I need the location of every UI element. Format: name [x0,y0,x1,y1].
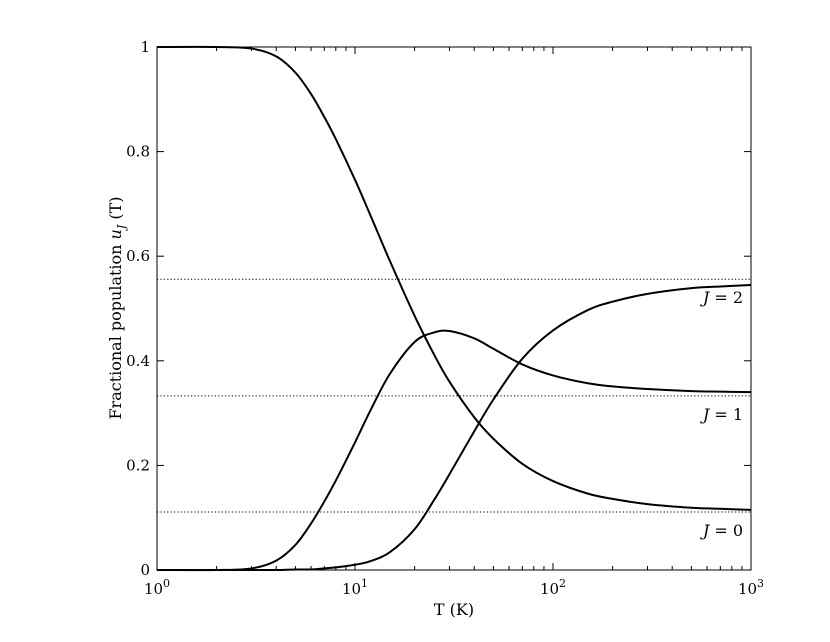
x-tick-label-base: 10 [342,580,361,598]
data-curves [156,45,752,572]
y-axis-label-subscript: J [115,224,128,231]
series-line-j2 [157,283,752,572]
y-tick-label: 0.8 [126,143,150,161]
series-line-j0 [156,45,752,511]
y-tick-label: 0.4 [126,352,150,370]
series-label-j1: J = 1 [700,405,743,424]
series-label-j0: J = 0 [700,521,743,540]
x-tick-label: 101 [342,577,368,598]
y-axis-label-text: Fractional population [106,239,125,419]
y-tick-label: 0.6 [126,247,150,265]
x-tick-label-exponent: 2 [559,577,566,590]
x-tick-label-base: 10 [540,580,559,598]
x-tick-label-exponent: 1 [361,577,368,590]
x-tick-labels: 100 101 102 103 [144,577,764,598]
y-tick-label: 1 [140,38,150,56]
y-axis-label-symbol: u [106,229,125,239]
series-label-value: = 2 [709,288,743,307]
y-axis-label: Fractional population uJ (T) [106,196,128,419]
y-tick-labels: 0 0.2 0.4 0.6 0.8 1 [126,38,150,579]
x-tick-label-exponent: 0 [163,577,170,590]
series-label-variable: J [700,288,711,307]
y-tick-label: 0 [140,561,150,579]
x-tick-label: 100 [144,577,170,598]
series-label-value: = 1 [709,405,743,424]
x-axis-label: T (K) [434,600,474,619]
reference-lines [157,278,751,513]
series-label-value: = 0 [709,521,743,540]
series-label-variable: J [700,521,711,540]
plot-frame [156,46,752,571]
x-tick-label-exponent: 3 [757,577,764,590]
x-tick-label: 102 [540,577,566,598]
y-tick-label: 0.2 [126,456,150,474]
series-labels: J = 0J = 1J = 2 [700,288,743,540]
plot-area: J = 0J = 1J = 2 [156,45,752,572]
axis-ticks [156,46,752,571]
series-line-j1 [156,329,752,572]
y-axis-label-suffix: (T) [106,196,125,224]
x-tick-label-base: 10 [738,580,757,598]
x-tick-label-base: 10 [144,580,163,598]
x-tick-label: 103 [738,577,764,598]
series-label-variable: J [700,405,711,424]
series-label-j2: J = 2 [700,288,743,307]
